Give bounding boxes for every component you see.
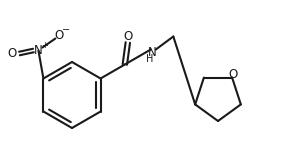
Text: +: + — [41, 41, 48, 50]
Text: O: O — [123, 30, 132, 43]
Text: N: N — [148, 46, 156, 59]
Text: O: O — [228, 68, 238, 81]
Text: N: N — [34, 44, 43, 57]
Text: O: O — [55, 29, 64, 42]
Text: O: O — [8, 47, 17, 60]
Text: H: H — [146, 53, 153, 64]
Text: −: − — [62, 24, 71, 35]
